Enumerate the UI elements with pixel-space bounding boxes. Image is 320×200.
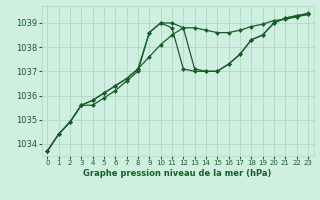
X-axis label: Graphe pression niveau de la mer (hPa): Graphe pression niveau de la mer (hPa) — [84, 169, 272, 178]
